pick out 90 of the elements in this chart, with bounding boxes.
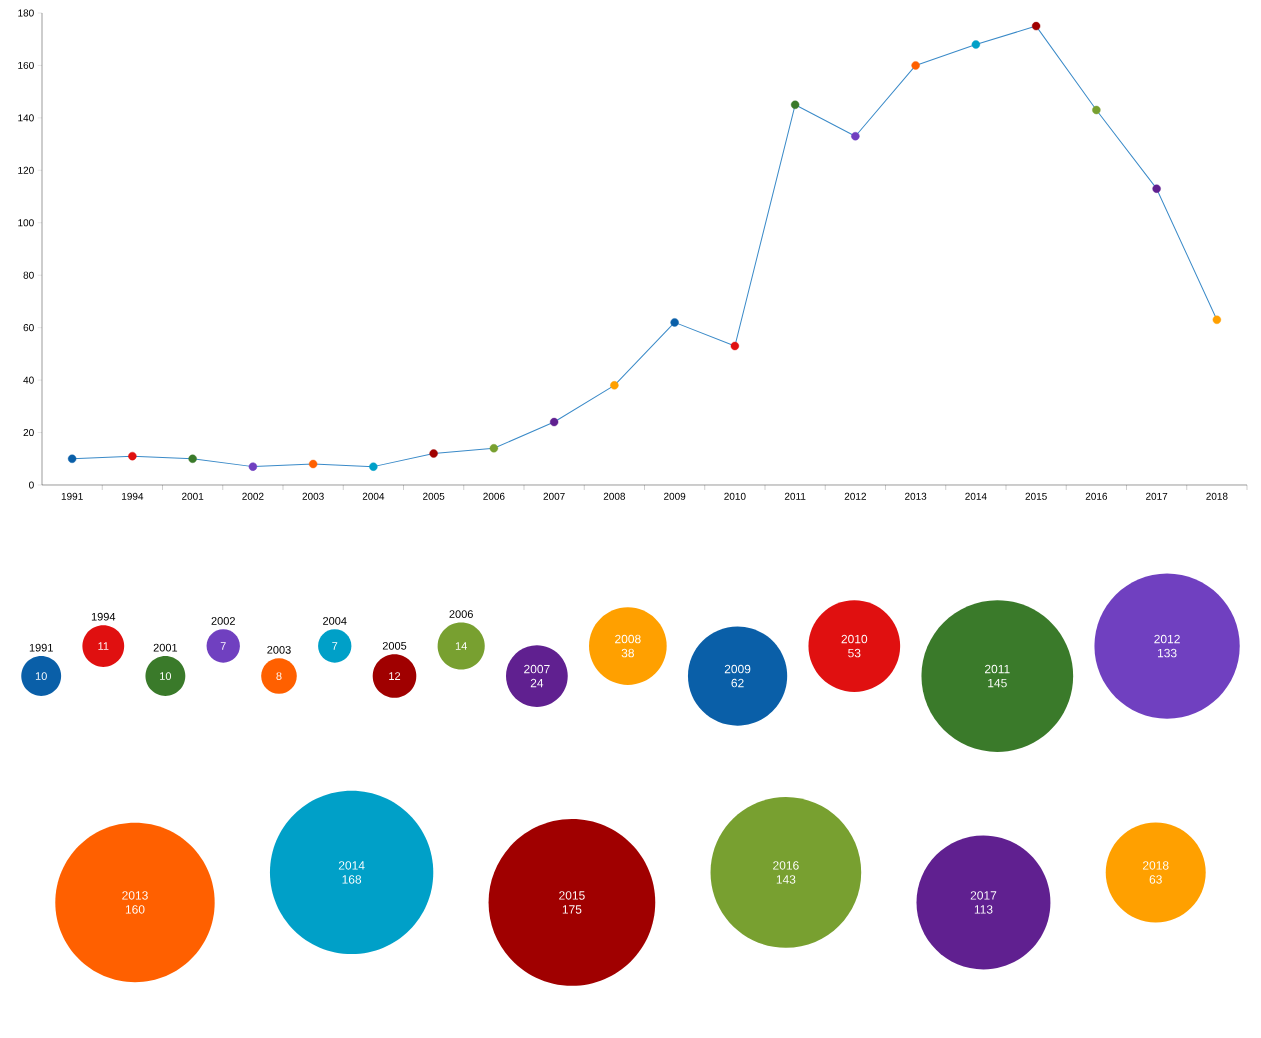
point bbox=[730, 341, 740, 351]
x-tick-label: 2018 bbox=[1206, 492, 1228, 500]
data-label: 10 bbox=[35, 672, 47, 680]
point bbox=[308, 459, 318, 469]
point bbox=[429, 449, 438, 458]
x-tick-label: 2005 bbox=[423, 492, 445, 500]
x-tick-label: 1994 bbox=[122, 492, 144, 500]
category-label: 2014 bbox=[338, 861, 365, 870]
category-label: 2011 bbox=[984, 664, 1010, 674]
point bbox=[971, 40, 981, 49]
data-label: 10 bbox=[160, 672, 172, 680]
data-label: 168 bbox=[342, 875, 362, 884]
data-label: 8 bbox=[276, 672, 282, 680]
x-tick-label: 1991 bbox=[61, 492, 83, 500]
point bbox=[549, 417, 559, 427]
point bbox=[67, 454, 77, 463]
category-label: 2008 bbox=[615, 634, 641, 644]
data-label: 11 bbox=[98, 642, 109, 650]
category-label: 2012 bbox=[1154, 634, 1180, 644]
point bbox=[188, 454, 197, 463]
point bbox=[1152, 184, 1161, 193]
category-label: 1991 bbox=[29, 643, 53, 652]
point bbox=[128, 451, 137, 461]
category-label: 2009 bbox=[724, 664, 751, 674]
point bbox=[610, 381, 619, 390]
y-tick-label: 100 bbox=[18, 219, 34, 227]
point bbox=[790, 100, 800, 109]
data-label: 14 bbox=[455, 642, 467, 650]
data-label: 7 bbox=[220, 642, 226, 650]
y-tick-label: 60 bbox=[23, 324, 34, 332]
y-tick-label: 140 bbox=[18, 114, 34, 122]
y-tick-label: 0 bbox=[29, 481, 34, 489]
point bbox=[851, 132, 860, 141]
y-tick-label: 180 bbox=[18, 9, 34, 17]
point bbox=[1212, 315, 1222, 324]
y-tick-label: 80 bbox=[23, 271, 34, 279]
category-label: 2004 bbox=[323, 617, 347, 625]
x-tick-label: 2004 bbox=[362, 492, 385, 500]
category-label: 2017 bbox=[970, 891, 997, 900]
category-label: 2015 bbox=[559, 891, 585, 900]
point bbox=[670, 318, 679, 327]
data-label: 145 bbox=[988, 678, 1007, 688]
x-tick-label: 2015 bbox=[1025, 492, 1047, 500]
x-tick-label: 2003 bbox=[302, 492, 324, 500]
category-label: 2001 bbox=[153, 643, 178, 652]
point bbox=[248, 462, 258, 471]
x-tick-label: 2014 bbox=[965, 492, 987, 500]
point bbox=[911, 61, 920, 70]
x-tick-label: 2011 bbox=[784, 492, 806, 500]
x-tick-label: 2001 bbox=[182, 492, 204, 500]
category-label: 2010 bbox=[841, 634, 868, 644]
y-tick-label: 20 bbox=[23, 429, 34, 437]
category-label: 2007 bbox=[524, 664, 550, 674]
category-label: 1994 bbox=[91, 612, 116, 621]
data-label: 175 bbox=[562, 905, 582, 914]
data-label: 143 bbox=[776, 875, 796, 884]
x-tick-label: 2008 bbox=[603, 492, 626, 500]
point bbox=[1092, 105, 1101, 115]
category-label: 2003 bbox=[267, 645, 291, 654]
category-label: 2005 bbox=[382, 641, 407, 650]
data-label: 38 bbox=[621, 648, 634, 658]
category-label: 2002 bbox=[211, 617, 235, 625]
x-tick-label: 2016 bbox=[1085, 492, 1108, 500]
point bbox=[489, 444, 499, 453]
x-tick-label: 2010 bbox=[724, 492, 746, 500]
data-label: 24 bbox=[530, 678, 544, 688]
category-label: 2006 bbox=[449, 610, 473, 618]
x-tick-label: 2009 bbox=[664, 492, 686, 500]
x-tick-label: 2012 bbox=[844, 492, 866, 500]
data-label: 113 bbox=[974, 905, 993, 914]
data-label: 12 bbox=[389, 672, 401, 680]
data-label: 63 bbox=[1149, 875, 1162, 884]
x-tick-label: 2013 bbox=[905, 492, 927, 500]
y-tick-label: 120 bbox=[18, 166, 34, 174]
y-tick-label: 40 bbox=[23, 376, 34, 384]
data-label: 133 bbox=[1157, 648, 1177, 658]
x-tick-label: 2007 bbox=[543, 492, 565, 500]
data-label: 7 bbox=[332, 642, 338, 650]
x-tick-label: 2017 bbox=[1146, 492, 1168, 500]
category-label: 2013 bbox=[122, 891, 148, 900]
y-tick-label: 160 bbox=[18, 61, 34, 69]
x-tick-label: 2002 bbox=[242, 492, 264, 500]
category-label: 2018 bbox=[1142, 861, 1169, 870]
category-label: 2016 bbox=[773, 861, 799, 870]
point bbox=[369, 462, 378, 471]
data-label: 53 bbox=[848, 648, 861, 658]
point bbox=[1031, 21, 1041, 31]
data-label: 62 bbox=[731, 678, 744, 688]
x-tick-label: 2006 bbox=[483, 492, 505, 500]
data-label: 160 bbox=[125, 905, 145, 914]
